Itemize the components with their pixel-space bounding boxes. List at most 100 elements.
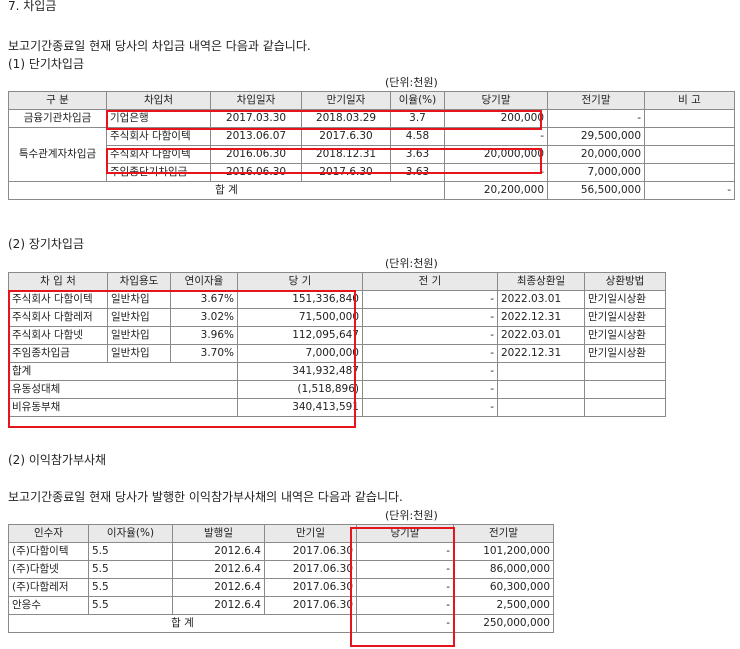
table-cell: 주임종단기차입금 <box>106 163 211 182</box>
col-header: 당기말 <box>444 91 548 110</box>
table-row: 특수관계자차입금 주식회사 다함이텍 2013.06.07 2017.6.30 … <box>8 127 735 182</box>
table-cell: - <box>356 560 454 579</box>
table-cell: 2022.12.31 <box>497 308 585 327</box>
summary-label: 유동성대체 <box>8 380 238 399</box>
table-row: 금융기관차입금 기업은행 2017.03.30 2018.03.29 3.7 2… <box>8 109 735 128</box>
col-header: 당 기 <box>237 272 363 291</box>
total-prior: 56,500,000 <box>547 181 645 200</box>
total-current: 20,200,000 <box>444 181 548 200</box>
summary-current: 341,932,487 <box>237 362 363 381</box>
table-row: 주임종단기차입금 2016.06.30 2017.6.30 3.63 - 7,0… <box>9 163 735 182</box>
table-cell: - <box>362 290 498 309</box>
table-cell: (주)다함이텍 <box>8 542 89 561</box>
table-cell: 2017.6.30 <box>301 127 391 146</box>
table-cell: 3.96% <box>170 326 238 345</box>
table-cell: 3.63 <box>390 145 445 164</box>
table-cell: - <box>356 596 454 615</box>
table-cell: - <box>444 163 548 182</box>
long-term-unit: (단위:천원) <box>385 257 438 270</box>
col-header: 발행일 <box>172 524 265 543</box>
col-header: 이율(%) <box>390 91 445 110</box>
table-cell: 2018.12.31 <box>301 145 391 164</box>
table-cell: 20,000,000 <box>444 145 548 164</box>
col-header: 구 분 <box>8 91 107 110</box>
summary-label: 합계 <box>8 362 238 381</box>
summary-prior: - <box>362 362 498 381</box>
col-header: 인수자 <box>8 524 89 543</box>
long-term-title: (2) 장기차입금 <box>8 237 85 251</box>
table-cell <box>644 163 735 182</box>
table-cell: 71,500,000 <box>237 308 363 327</box>
summary-row: 비유동부채 340,413,591 - <box>8 398 666 417</box>
table-cell: - <box>356 542 454 561</box>
short-term-unit: (단위:천원) <box>385 76 438 89</box>
col-header: 상환방법 <box>584 272 666 291</box>
col-header: 차입용도 <box>107 272 171 291</box>
total-note: - <box>644 181 735 200</box>
table-cell: 2016.06.30 <box>210 145 302 164</box>
col-header: 만기일자 <box>301 91 391 110</box>
col-header: 차입일자 <box>210 91 302 110</box>
total-row: 합 계 - 250,000,000 <box>8 614 554 633</box>
table-cell: 2017.06.30 <box>264 560 357 579</box>
col-header: 연이자율 <box>170 272 238 291</box>
table-cell: 3.63 <box>390 163 445 182</box>
table-cell <box>497 398 585 417</box>
table-cell: 만기일시상환 <box>584 326 666 345</box>
table-cell: 5.5 <box>88 596 173 615</box>
table-cell: 20,000,000 <box>547 145 645 164</box>
table-row: 주식회사 다함넷 일반차입 3.96% 112,095,647 - 2022.0… <box>8 326 666 345</box>
table-cell: - <box>356 578 454 597</box>
table-cell: 주임종차입금 <box>8 344 108 363</box>
table-cell: 7,000,000 <box>237 344 363 363</box>
table-cell: 4.58 <box>390 127 445 146</box>
total-prior: 250,000,000 <box>453 614 554 633</box>
total-row: 합 계 20,200,000 56,500,000 - <box>8 181 735 200</box>
table-cell: 2,500,000 <box>453 596 554 615</box>
table-cell: - <box>362 326 498 345</box>
table-cell <box>497 362 585 381</box>
table-row: 주식회사 다함이텍 2016.06.30 2018.12.31 3.63 20,… <box>9 145 735 164</box>
short-term-table: 구 분 차입처 차입일자 만기일자 이율(%) 당기말 전기말 비 고 금융기관… <box>8 91 735 200</box>
col-header: 전기말 <box>547 91 645 110</box>
table-cell: 7,000,000 <box>547 163 645 182</box>
table-cell: 주식회사 다함넷 <box>8 326 108 345</box>
table-cell: (주)다함레저 <box>8 578 89 597</box>
table-row: (주)다함이텍 5.5 2012.6.4 2017.06.30 - 101,20… <box>8 542 554 561</box>
table-cell: 200,000 <box>444 109 548 128</box>
table-cell: 일반차입 <box>107 326 171 345</box>
col-header: 이자율(%) <box>88 524 173 543</box>
table-cell: 3.70% <box>170 344 238 363</box>
table-cell: 주식회사 다함이텍 <box>106 145 211 164</box>
table-cell: - <box>444 127 548 146</box>
table-cell: 86,000,000 <box>453 560 554 579</box>
table-cell: 5.5 <box>88 542 173 561</box>
table-row: 주식회사 다함레저 일반차입 3.02% 71,500,000 - 2022.1… <box>8 308 666 327</box>
group-label: 금융기관차입금 <box>8 109 107 128</box>
table-header-row: 구 분 차입처 차입일자 만기일자 이율(%) 당기말 전기말 비 고 <box>8 91 735 110</box>
table-row: 주식회사 다함이텍 일반차입 3.67% 151,336,840 - 2022.… <box>8 290 666 309</box>
table-cell: 주식회사 다함이텍 <box>8 290 108 309</box>
col-header: 전기말 <box>453 524 554 543</box>
total-label: 합 계 <box>8 614 357 633</box>
table-cell: 2017.06.30 <box>264 596 357 615</box>
table-cell: 2022.03.01 <box>497 290 585 309</box>
table-cell: 만기일시상환 <box>584 290 666 309</box>
summary-row: 유동성대체 (1,518,896) - <box>8 380 666 399</box>
col-header: 차입처 <box>106 91 211 110</box>
total-current: - <box>356 614 454 633</box>
col-header: 만기일 <box>264 524 357 543</box>
table-cell: 2017.6.30 <box>301 163 391 182</box>
table-cell: 101,200,000 <box>453 542 554 561</box>
col-header: 전 기 <box>362 272 498 291</box>
summary-row: 합계 341,932,487 - <box>8 362 666 381</box>
table-cell: 29,500,000 <box>547 127 645 146</box>
table-cell: 2013.06.07 <box>210 127 302 146</box>
section-title: 7. 차입금 <box>8 0 57 13</box>
table-cell: 2012.6.4 <box>172 542 265 561</box>
table-cell: 일반차입 <box>107 344 171 363</box>
table-cell: 60,300,000 <box>453 578 554 597</box>
table-cell <box>644 127 735 146</box>
table-cell: 만기일시상환 <box>584 344 666 363</box>
table-cell: 5.5 <box>88 578 173 597</box>
